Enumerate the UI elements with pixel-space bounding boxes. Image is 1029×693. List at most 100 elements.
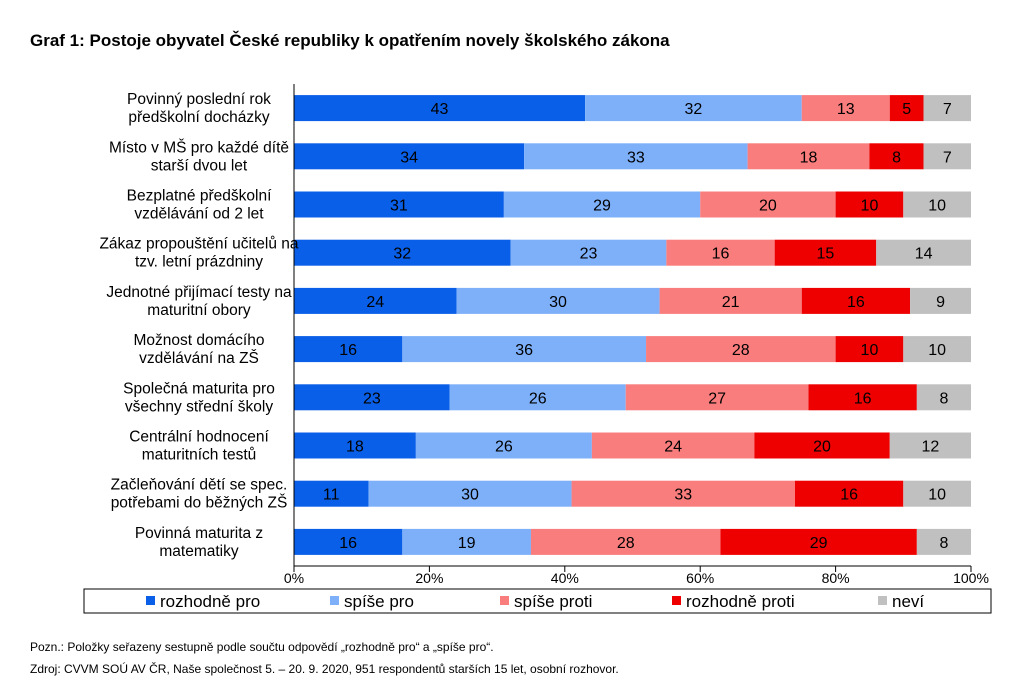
- bar-segment: [294, 528, 403, 555]
- bar-segment: [294, 336, 403, 363]
- data-label: 27: [708, 390, 726, 407]
- data-label: 16: [854, 390, 872, 407]
- bar-segment: [666, 239, 775, 266]
- bar-segment: [923, 143, 971, 170]
- category-label: Jednotné přijímací testy na: [106, 284, 292, 301]
- category-label: maturitních testů: [142, 447, 257, 464]
- data-label: 9: [936, 294, 945, 311]
- legend-swatch: [672, 596, 681, 605]
- category-label: předškolní docházky: [128, 109, 270, 126]
- bar-segment: [808, 384, 917, 411]
- data-label: 30: [461, 487, 479, 504]
- legend-label: rozhodně proti: [686, 592, 795, 611]
- bar-segment: [889, 432, 971, 459]
- data-label: 32: [685, 101, 703, 118]
- data-label: 43: [431, 101, 449, 118]
- bar-segment: [591, 432, 755, 459]
- data-label: 33: [674, 487, 692, 504]
- data-label: 13: [837, 101, 855, 118]
- bar-segment: [571, 480, 795, 507]
- x-tick-label: 80%: [822, 570, 850, 586]
- data-label: 16: [339, 342, 357, 359]
- data-label: 29: [593, 198, 611, 215]
- data-label: 20: [759, 198, 777, 215]
- bar-segment: [916, 528, 971, 555]
- bar-segment: [294, 191, 504, 218]
- bar-segment: [659, 287, 802, 314]
- chart-title: Graf 1: Postoje obyvatel České republiky…: [30, 31, 670, 50]
- data-label: 28: [617, 535, 635, 552]
- bar-segment: [294, 432, 416, 459]
- bar-segment: [720, 528, 917, 555]
- legend-swatch: [500, 596, 509, 605]
- bar-segment: [449, 384, 626, 411]
- data-label: 19: [458, 535, 476, 552]
- bar-segment: [916, 384, 971, 411]
- data-label: 10: [861, 342, 879, 359]
- data-label: 16: [847, 294, 865, 311]
- chart-source: Zdroj: CVVM SOÚ AV ČR, Naše společnost 5…: [30, 662, 619, 676]
- data-label: 26: [529, 390, 547, 407]
- bar-segment: [869, 143, 924, 170]
- data-label: 24: [366, 294, 384, 311]
- category-label: Začleňování dětí se spec.: [111, 477, 288, 494]
- bar-segment: [530, 528, 721, 555]
- category-label: Povinná maturita z: [135, 525, 263, 542]
- data-label: 8: [939, 390, 948, 407]
- data-label: 32: [393, 246, 411, 263]
- category-label: Povinný poslední rok: [127, 91, 271, 108]
- bar-segment: [415, 432, 592, 459]
- bar-segment: [585, 95, 802, 122]
- data-label: 18: [346, 439, 364, 456]
- legend-box: [83, 588, 992, 614]
- data-label: 16: [339, 535, 357, 552]
- category-label: vzdělávání na ZŠ: [139, 350, 259, 367]
- data-label: 8: [939, 535, 948, 552]
- bar-segment: [294, 480, 369, 507]
- legend-label: rozhodně pro: [160, 592, 260, 611]
- bar-segment: [747, 143, 870, 170]
- bar-segment: [368, 480, 572, 507]
- x-tick-label: 60%: [686, 570, 714, 586]
- data-label: 24: [664, 439, 682, 456]
- bar-segment: [903, 191, 971, 218]
- bar-segment: [889, 95, 924, 122]
- data-label: 12: [921, 439, 939, 456]
- category-label: Bezplatné předškolní: [127, 188, 272, 205]
- bar-segment: [835, 191, 904, 218]
- bar-segment: [754, 432, 890, 459]
- bar-segment: [294, 384, 450, 411]
- x-tick-label: 0%: [284, 570, 304, 586]
- data-label: 8: [892, 149, 901, 166]
- chart-note: Pozn.: Položky seřazeny sestupně podle s…: [30, 640, 494, 654]
- data-label: 15: [817, 246, 835, 263]
- bar-segment: [646, 336, 836, 363]
- category-label: potřebami do běžných ZŠ: [111, 495, 288, 512]
- bar-segment: [801, 95, 890, 122]
- data-label: 30: [549, 294, 567, 311]
- x-tick-label: 20%: [415, 570, 443, 586]
- category-label: Možnost domácího: [134, 332, 265, 349]
- legend-label: spíše pro: [344, 592, 414, 611]
- data-label: 5: [902, 101, 911, 118]
- bar-segment: [625, 384, 809, 411]
- bar-segment: [510, 239, 667, 266]
- data-label: 20: [813, 439, 831, 456]
- bar-segment: [456, 287, 660, 314]
- category-label: všechny střední školy: [125, 398, 273, 415]
- bar-segment: [876, 239, 971, 266]
- bar-segment: [402, 528, 531, 555]
- data-label: 34: [400, 149, 418, 166]
- bar-segment: [294, 143, 525, 170]
- data-label: 18: [800, 149, 818, 166]
- legend-swatch: [146, 596, 155, 605]
- bar-segment: [294, 287, 457, 314]
- bar-segment: [923, 95, 971, 122]
- bar-segment: [794, 480, 904, 507]
- category-label: Centrální hodnocení: [129, 429, 269, 446]
- x-tick-label: 100%: [953, 570, 989, 586]
- category-label: tzv. letní prázdniny: [135, 254, 263, 271]
- legend-label: spíše proti: [514, 592, 592, 611]
- data-label: 10: [861, 198, 879, 215]
